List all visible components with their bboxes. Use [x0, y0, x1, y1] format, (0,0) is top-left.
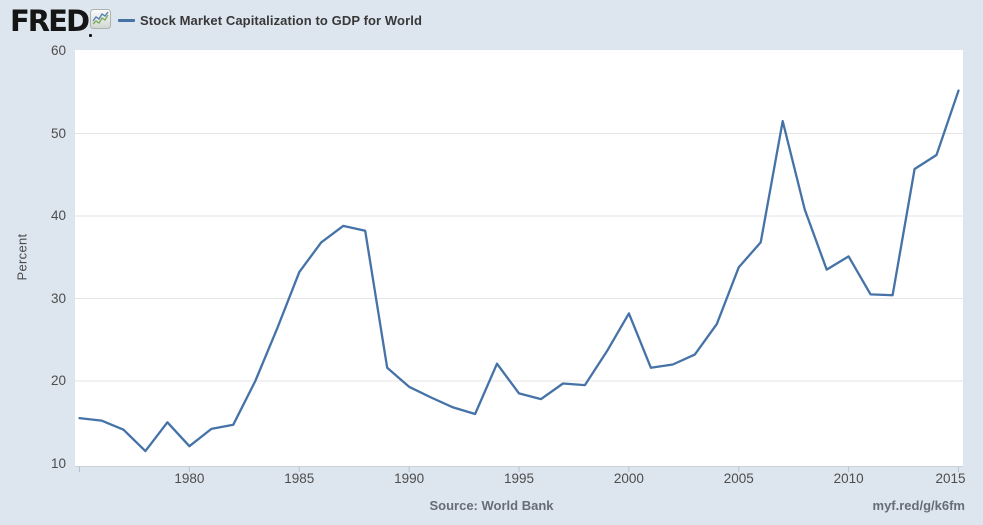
permalink-link[interactable]: myf.red/g/k6fm [872, 498, 965, 513]
source-note: Source: World Bank [429, 498, 554, 513]
x-tick-label-2000: 2000 [613, 471, 644, 486]
x-tick-label-2010: 2010 [833, 471, 864, 486]
legend-line-sample [118, 19, 135, 22]
x-tick-label-1985: 1985 [284, 471, 315, 486]
y-tick-label-40: 40 [50, 208, 66, 223]
y-axis-title: Percent [14, 233, 30, 281]
x-tick-label-2005: 2005 [723, 471, 754, 486]
registered-mark-dot [89, 34, 93, 37]
x-tick-label-1980: 1980 [174, 471, 205, 486]
y-tick-label-60: 60 [50, 43, 66, 58]
fred-logo-text: FRED [10, 4, 90, 38]
y-tick-label-20: 20 [50, 373, 66, 388]
series-line [78, 89, 960, 453]
fred-logo[interactable]: FRED [10, 4, 93, 38]
x-tick-label-2015: 2015 [935, 471, 966, 486]
graph-header: FRED Stock Market Capitalization to GDP … [0, 0, 983, 42]
x-tick-label-1995: 1995 [503, 471, 535, 486]
y-tick-label-30: 30 [50, 290, 66, 306]
chart-plot-area[interactable] [75, 50, 963, 466]
graph-title: Stock Market Capitalization to GDP for W… [140, 13, 423, 28]
x-tick-label-1990: 1990 [394, 471, 425, 486]
x-axis-ticks [79, 467, 959, 472]
chart-gridlines [75, 133, 963, 382]
y-tick-label-50: 50 [50, 125, 66, 141]
fred-logo-chart-icon [90, 9, 111, 29]
y-tick-label-10: 10 [50, 455, 66, 471]
